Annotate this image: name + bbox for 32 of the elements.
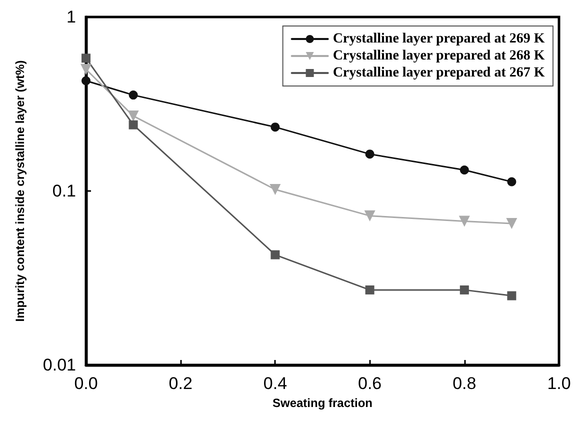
- point: [80, 64, 92, 75]
- point: [364, 210, 376, 222]
- legend-label: Crystalline layer prepared at 268 K: [332, 48, 545, 64]
- point: [270, 184, 281, 196]
- point: [82, 76, 90, 86]
- point: [506, 218, 518, 230]
- point: [128, 90, 138, 100]
- point: [507, 177, 516, 186]
- y-tick-label: 1: [66, 8, 76, 26]
- point: [365, 150, 374, 159]
- point: [270, 122, 280, 132]
- point: [128, 110, 139, 122]
- legend-label: Crystalline layer prepared at 269 K: [332, 32, 545, 46]
- point: [460, 285, 469, 294]
- point: [82, 54, 90, 63]
- x-tick-label: 0.8: [452, 374, 476, 393]
- point: [365, 285, 374, 294]
- x-tick-label: 0.4: [263, 374, 288, 393]
- point: [458, 216, 470, 227]
- y-axis-title: Impurity content inside crystalline layer (wt%): [13, 60, 27, 322]
- legend-label: Crystalline layer prepared at 267 K: [332, 66, 545, 80]
- point: [460, 166, 469, 175]
- x-axis-title: Sweating fraction: [272, 396, 373, 410]
- point: [128, 120, 138, 130]
- x-tick-label: 0.0: [74, 374, 98, 393]
- point: [270, 250, 280, 260]
- x-tick-label: 1.0: [547, 374, 571, 393]
- point: [507, 291, 516, 300]
- x-tick-label: 0.6: [358, 374, 382, 393]
- y-tick-label: 0.1: [52, 182, 76, 200]
- y-tick-label: 0.01: [42, 356, 76, 374]
- x-tick-label: 0.2: [168, 374, 192, 393]
